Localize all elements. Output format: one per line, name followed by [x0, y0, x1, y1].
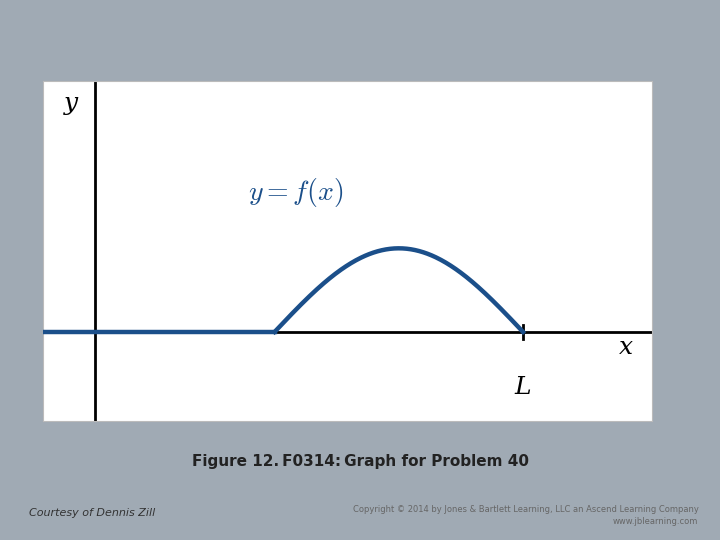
Text: Figure 12. F0314: Graph for Problem 40: Figure 12. F0314: Graph for Problem 40 [192, 454, 528, 469]
Text: $y = f(x)$: $y = f(x)$ [248, 176, 343, 209]
Text: L: L [515, 376, 531, 399]
Text: y: y [64, 92, 78, 115]
Text: Copyright © 2014 by Jones & Bartlett Learning, LLC an Ascend Learning Company
ww: Copyright © 2014 by Jones & Bartlett Lea… [353, 505, 698, 526]
Text: Courtesy of Dennis Zill: Courtesy of Dennis Zill [29, 508, 155, 518]
Text: x: x [618, 336, 633, 359]
